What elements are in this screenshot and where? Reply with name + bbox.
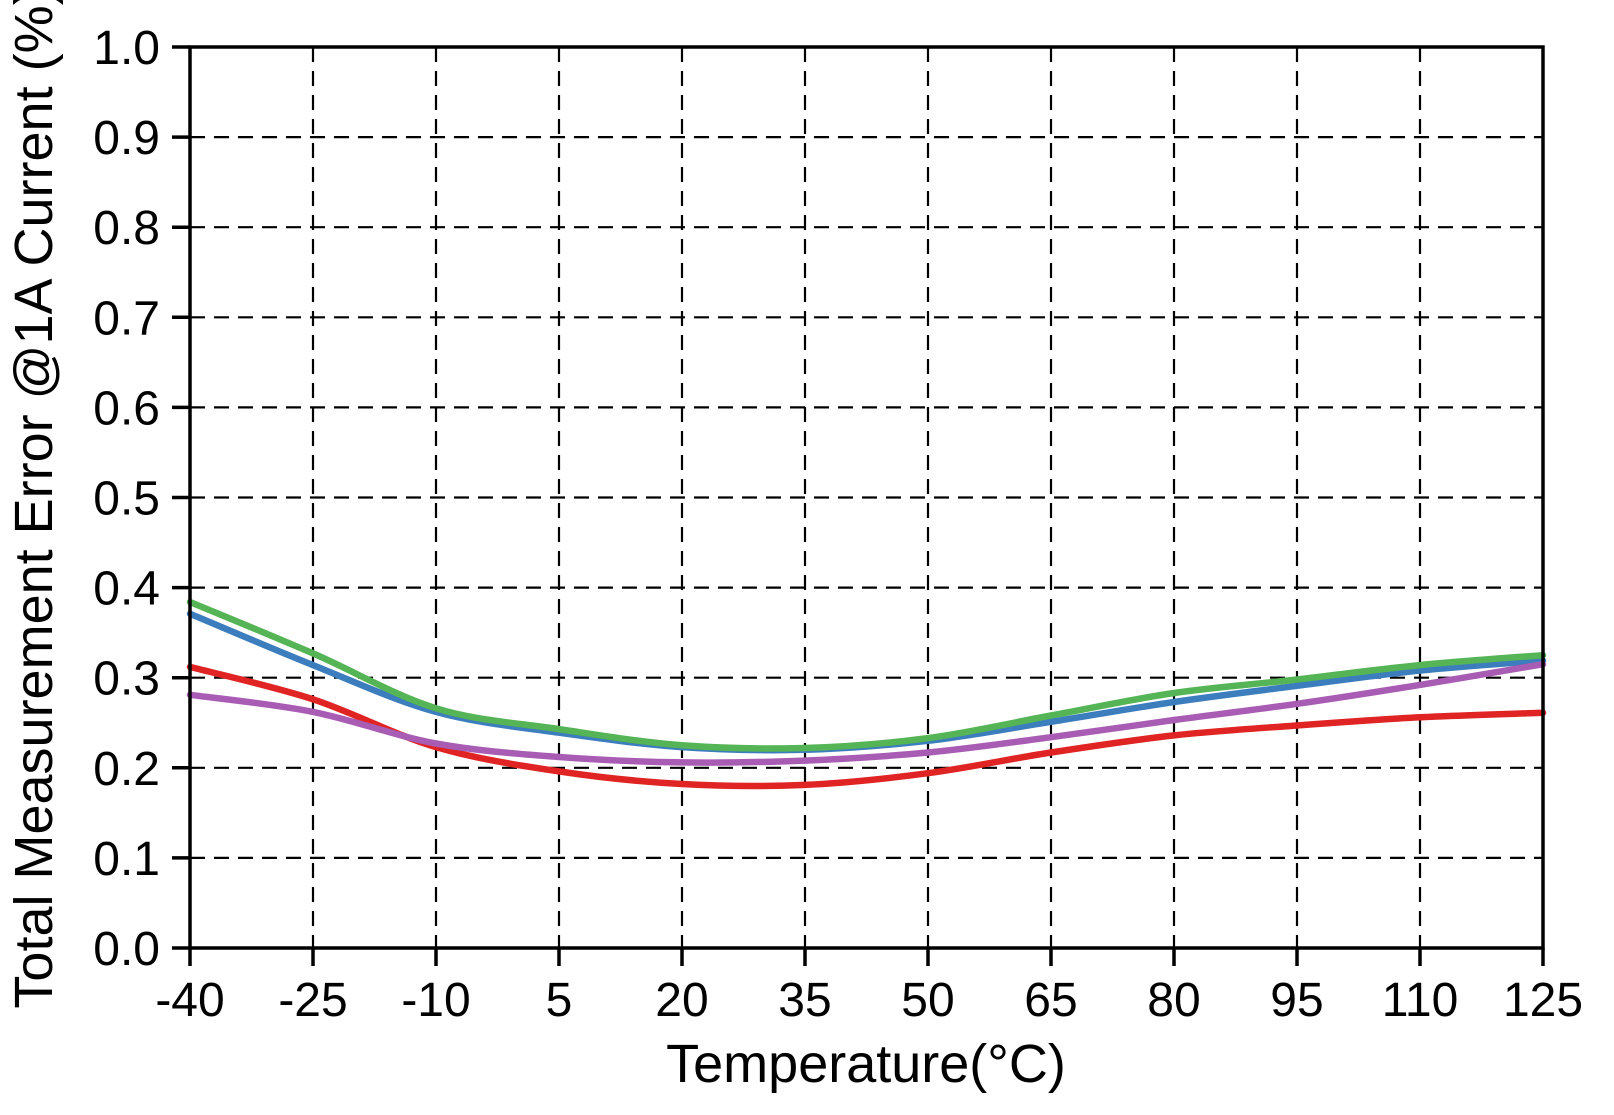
x-tick-label: -40 [155,974,224,1027]
green-curve [186,598,1547,752]
y-tick-label: 0.9 [93,112,160,165]
y-axis-title: Total Measurement Error @1A Current (%) [4,0,64,1009]
y-tick-label: 0.6 [93,382,160,435]
y-tick-label: 0.0 [93,923,160,976]
y-tick-label: 0.5 [93,473,160,526]
y-tick-label: 0.1 [93,833,160,886]
x-tick-label: 35 [778,974,831,1027]
y-tick-label: 0.2 [93,743,160,796]
x-tick-labels: -40 -25 -10 5 20 35 50 65 80 95 110 125 [155,974,1583,1027]
gridlines [190,47,1543,948]
x-tick-label: 50 [901,974,954,1027]
y-tick-label: 0.8 [93,202,160,255]
y-tick-label: 0.4 [93,563,160,616]
tick-marks [172,45,1545,966]
y-tick-labels: 0.0 0.1 0.2 0.3 0.4 0.5 0.6 0.7 0.8 0.9 1.0 [93,22,160,976]
x-tick-label: -25 [278,974,347,1027]
curves [186,598,1547,790]
x-tick-label: 5 [546,974,573,1027]
x-tick-label: 65 [1024,974,1077,1027]
x-axis-title: Temperature(°C) [666,1034,1066,1094]
y-tick-label: 0.3 [93,653,160,706]
x-tick-label: 80 [1147,974,1200,1027]
y-tick-label: 1.0 [93,22,160,75]
x-tick-label: -10 [401,974,470,1027]
x-tick-label: 110 [1382,974,1459,1027]
purple-curve [186,660,1547,766]
x-tick-label: 95 [1270,974,1323,1027]
x-tick-label: 20 [655,974,708,1027]
y-tick-label: 0.7 [93,292,160,345]
x-tick-label: 125 [1503,974,1583,1027]
